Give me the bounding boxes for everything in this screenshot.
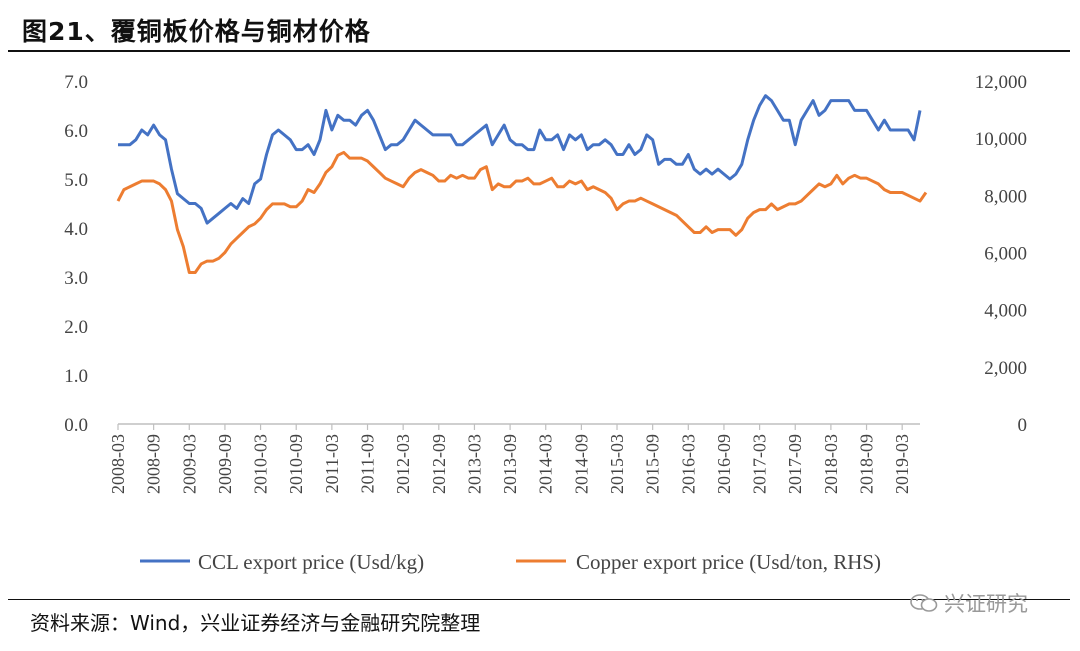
x-tick-label: 2011-03 xyxy=(322,434,342,493)
x-tick-label: 2008-09 xyxy=(144,434,164,494)
left-tick-label: 5.0 xyxy=(64,170,88,191)
x-tick-label: 2018-09 xyxy=(857,434,877,494)
left-tick-label: 3.0 xyxy=(64,268,88,289)
legend: CCL export price (Usd/kg) Copper export … xyxy=(140,550,881,574)
right-tick-label: 10,000 xyxy=(975,129,1027,150)
right-tick-label: 8,000 xyxy=(984,186,1027,207)
x-tick-label: 2013-03 xyxy=(464,434,484,494)
left-tick-label: 7.0 xyxy=(64,72,88,93)
legend-item-ccl: CCL export price (Usd/kg) xyxy=(140,550,424,574)
right-tick-label: 6,000 xyxy=(984,244,1027,265)
wechat-icon xyxy=(910,594,938,612)
source-rule xyxy=(8,599,1070,600)
x-tick-label: 2013-09 xyxy=(500,434,520,494)
source-note: 资料来源：Wind，兴业证券经济与金融研究院整理 xyxy=(30,611,481,635)
x-tick-label: 2016-09 xyxy=(714,434,734,494)
right-tick-label: 12,000 xyxy=(975,72,1027,93)
x-tick-label: 2019-03 xyxy=(892,434,912,494)
x-tick-label: 2016-03 xyxy=(678,434,698,494)
left-y-axis: 0.0 1.0 2.0 3.0 4.0 5.0 6.0 7.0 xyxy=(64,72,88,436)
x-tick-label: 2008-03 xyxy=(108,434,128,494)
x-tick-label: 2010-03 xyxy=(251,434,271,494)
right-tick-label: 2,000 xyxy=(984,358,1027,379)
x-axis-ticks: 2008-03 2008-09 2009-03 2009-09 2010-03 2010-… xyxy=(108,424,912,494)
x-tick-label: 2009-09 xyxy=(215,434,235,494)
legend-label-ccl: CCL export price (Usd/kg) xyxy=(198,550,424,574)
x-tick-label: 2015-03 xyxy=(607,434,627,494)
x-tick-label: 2017-09 xyxy=(785,434,805,494)
left-tick-label: 0.0 xyxy=(64,415,88,436)
series-line-ccl xyxy=(118,94,922,225)
legend-item-copper: Copper export price (Usd/ton, RHS) xyxy=(516,550,881,574)
left-tick-label: 2.0 xyxy=(64,317,88,338)
x-tick-label: 2012-03 xyxy=(393,434,413,494)
x-tick-label: 2014-09 xyxy=(571,434,591,494)
x-tick-label: 2015-09 xyxy=(643,434,663,494)
watermark-text: 兴证研究 xyxy=(944,592,1028,616)
right-y-axis: 0 2,000 4,000 6,000 8,000 10,000 12,000 xyxy=(975,72,1027,436)
legend-label-copper: Copper export price (Usd/ton, RHS) xyxy=(576,550,881,574)
x-tick-label: 2014-03 xyxy=(536,434,556,494)
x-tick-label: 2018-03 xyxy=(821,434,841,494)
plot-area: 0.0 1.0 2.0 3.0 4.0 5.0 6.0 7.0 0 2,000 4,000 6,00… xyxy=(64,72,1027,494)
title-rule xyxy=(8,50,1070,52)
x-tick-label: 2012-09 xyxy=(429,434,449,494)
series-line-copper xyxy=(116,150,928,275)
watermark: 兴证研究 xyxy=(910,588,1028,618)
right-tick-label: 4,000 xyxy=(984,301,1027,322)
left-tick-label: 6.0 xyxy=(64,121,88,142)
x-tick-label: 2010-09 xyxy=(286,434,306,494)
chart-title: 图21、覆铜板价格与铜材价格 xyxy=(22,17,371,46)
x-tick-label: 2009-03 xyxy=(179,434,199,494)
right-tick-label: 0 xyxy=(1018,415,1028,436)
x-tick-label: 2017-03 xyxy=(750,434,770,494)
left-tick-label: 1.0 xyxy=(64,366,88,387)
chart: 0.0 1.0 2.0 3.0 4.0 5.0 6.0 7.0 0 2,000 4,000 6,00… xyxy=(64,72,1027,574)
left-tick-label: 4.0 xyxy=(64,219,88,240)
x-tick-label: 2011-09 xyxy=(358,434,378,493)
